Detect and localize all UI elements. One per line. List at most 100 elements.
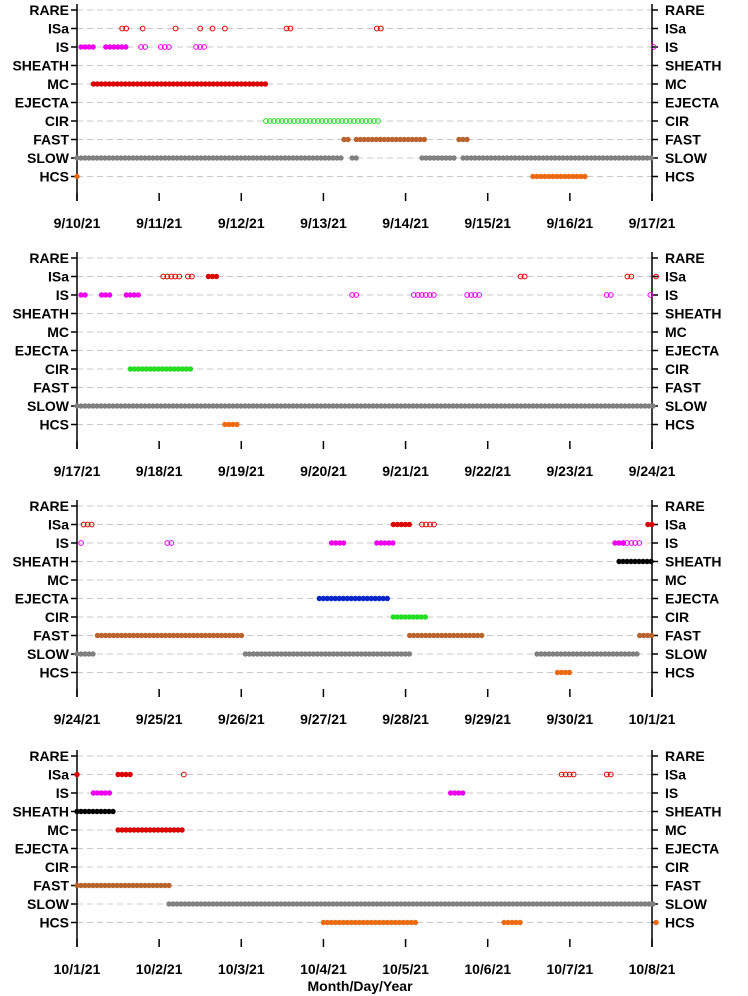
series-ejecta bbox=[316, 595, 390, 602]
data-point bbox=[263, 118, 269, 124]
y-tick-label-left: IS bbox=[56, 535, 69, 551]
data-point bbox=[340, 540, 347, 546]
series-cir bbox=[390, 614, 428, 620]
y-tick-label-right: IS bbox=[665, 39, 678, 55]
data-point bbox=[603, 771, 610, 778]
series-is bbox=[78, 44, 129, 50]
data-point bbox=[570, 771, 577, 778]
series-hcs bbox=[74, 173, 588, 180]
x-tick-label: 9/12/21 bbox=[218, 215, 265, 231]
data-point bbox=[172, 273, 179, 280]
data-point bbox=[135, 292, 142, 298]
data-point bbox=[647, 292, 654, 298]
y-tick-label-right: ISa bbox=[665, 517, 686, 533]
data-point bbox=[345, 136, 351, 143]
chart-panel-3: RARE RARE ISa ISa IS IS SHEATH SHEATH MC MC EJECTA… bbox=[12, 498, 721, 727]
series-is bbox=[138, 44, 657, 50]
x-tick-label: 10/8/21 bbox=[629, 961, 676, 977]
y-tick-label-left: FAST bbox=[33, 628, 69, 644]
data-point bbox=[620, 540, 626, 546]
y-tick-label-left: ISa bbox=[48, 269, 69, 285]
y-tick-label-left: SLOW bbox=[27, 150, 70, 166]
x-tick-label: 9/25/21 bbox=[136, 711, 183, 727]
data-point bbox=[166, 882, 172, 889]
x-tick-label: 10/6/21 bbox=[464, 961, 511, 977]
y-tick-label-left: IS bbox=[56, 287, 69, 303]
x-tick-label: 10/2/21 bbox=[136, 961, 183, 977]
data-point bbox=[160, 273, 167, 280]
series-fast bbox=[94, 632, 655, 639]
data-point bbox=[168, 540, 175, 546]
data-point bbox=[650, 403, 656, 409]
data-point bbox=[142, 44, 149, 50]
x-tick-label: 10/1/21 bbox=[629, 711, 676, 727]
data-point bbox=[648, 632, 655, 639]
y-tick-label-right: SHEATH bbox=[665, 58, 722, 74]
data-point bbox=[164, 273, 171, 280]
data-point bbox=[303, 118, 309, 124]
data-point bbox=[423, 521, 429, 528]
data-point bbox=[307, 118, 313, 124]
data-point bbox=[464, 292, 471, 298]
data-point bbox=[390, 540, 396, 546]
series-slow bbox=[166, 901, 656, 907]
y-tick-label-left: ISa bbox=[48, 21, 69, 37]
data-point bbox=[414, 292, 421, 298]
data-point bbox=[410, 292, 417, 298]
data-point bbox=[517, 273, 524, 280]
data-point bbox=[468, 292, 475, 298]
data-point bbox=[295, 118, 301, 124]
data-point bbox=[649, 521, 655, 528]
y-tick-label-left: IS bbox=[56, 785, 69, 801]
x-tick-label: 9/15/21 bbox=[464, 215, 511, 231]
x-tick-label: 9/11/21 bbox=[136, 215, 182, 231]
series-slow bbox=[74, 651, 640, 657]
data-point bbox=[624, 273, 631, 280]
data-point bbox=[648, 558, 654, 565]
y-tick-label-left: MC bbox=[47, 324, 69, 340]
data-point bbox=[460, 790, 466, 796]
data-point bbox=[472, 292, 479, 298]
chart-panel-2: RARE RARE ISa ISa IS IS SHEATH SHEATH MC MC EJECTA… bbox=[12, 250, 721, 479]
data-point bbox=[90, 651, 96, 657]
y-tick-label-left: SHEATH bbox=[12, 554, 69, 570]
data-point bbox=[419, 521, 425, 528]
data-point bbox=[406, 521, 412, 528]
data-point bbox=[319, 118, 325, 124]
x-tick-label: 9/27/21 bbox=[300, 711, 347, 727]
data-point bbox=[427, 521, 433, 528]
series-cir bbox=[127, 366, 194, 372]
y-tick-label-right: RARE bbox=[665, 250, 705, 266]
y-tick-label-right: ISa bbox=[665, 269, 686, 285]
y-tick-label-right: SHEATH bbox=[665, 306, 722, 322]
y-tick-label-right: EJECTA bbox=[665, 95, 719, 111]
y-tick-label-left: CIR bbox=[45, 859, 69, 875]
y-tick-label-right: CIR bbox=[665, 609, 689, 625]
y-tick-label-left: CIR bbox=[45, 113, 69, 129]
data-point bbox=[431, 521, 437, 528]
x-axis-label: Month/Day/Year bbox=[307, 978, 413, 994]
y-tick-label-right: CIR bbox=[665, 361, 689, 377]
y-tick-label-right: EJECTA bbox=[665, 343, 719, 359]
data-point bbox=[287, 25, 294, 32]
data-point bbox=[283, 118, 289, 124]
y-tick-label-left: HCS bbox=[39, 915, 69, 931]
y-tick-label-right: RARE bbox=[665, 748, 705, 764]
series-isa bbox=[80, 521, 437, 528]
data-point bbox=[234, 421, 240, 428]
data-point bbox=[80, 521, 87, 528]
y-tick-label-left: FAST bbox=[33, 878, 69, 894]
data-point bbox=[106, 292, 113, 298]
data-point bbox=[213, 273, 220, 280]
x-tick-label: 9/10/21 bbox=[54, 215, 101, 231]
series-isa bbox=[74, 771, 133, 778]
y-tick-label-left: HCS bbox=[39, 665, 69, 681]
y-tick-label-left: EJECTA bbox=[15, 95, 69, 111]
x-tick-label: 9/17/21 bbox=[54, 463, 101, 479]
data-point bbox=[632, 540, 639, 546]
chart-panel-1: RARE RARE ISa ISa IS IS SHEATH SHEATH MC MC EJECTA… bbox=[12, 2, 721, 231]
y-tick-label-right: FAST bbox=[665, 628, 701, 644]
x-tick-label: 10/5/21 bbox=[382, 961, 429, 977]
y-tick-label-right: CIR bbox=[665, 113, 689, 129]
data-point bbox=[628, 273, 635, 280]
